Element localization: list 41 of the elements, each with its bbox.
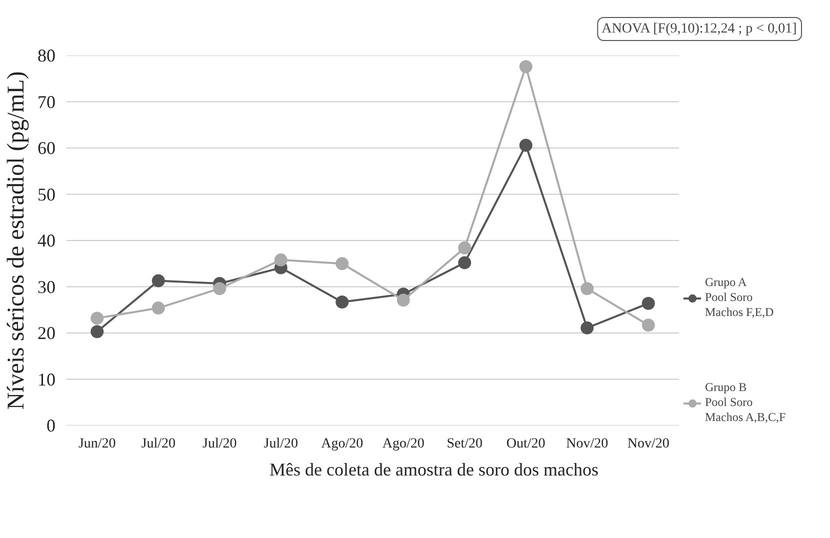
y-tick-label: 50 (38, 184, 56, 204)
x-tick-label: Nov/20 (627, 436, 670, 452)
y-tick-label: 80 (38, 46, 56, 66)
point (458, 241, 472, 254)
x-axis-title: Mês de coleta de amostra de soro dos machos (270, 460, 598, 480)
point (519, 138, 532, 152)
point (396, 294, 410, 307)
point (336, 257, 349, 270)
point (336, 296, 349, 308)
x-tick-label: Jun/20 (78, 436, 116, 452)
point (90, 325, 104, 338)
text: ANOVA [F(9,10):12,24 ; p < 0,01] (602, 22, 797, 36)
y-tick-label: 20 (38, 323, 56, 343)
y-tick-label: 40 (38, 230, 56, 250)
x-tick-label: Out/20 (506, 436, 546, 452)
point (458, 256, 472, 270)
legend-label: Grupo B Pool Soro Machos A,B,C,F (705, 380, 786, 425)
point (213, 282, 226, 296)
x-tick-label: Nov/20 (566, 436, 608, 452)
x-tick-label: Jul/20 (141, 436, 176, 452)
point (274, 253, 288, 266)
point (519, 60, 532, 74)
point (90, 312, 104, 325)
x-tick-label: Set/20 (446, 436, 483, 452)
point (642, 318, 655, 332)
x-tick-label: Jul/20 (264, 436, 298, 452)
x-tick-label: Ago/20 (321, 436, 364, 452)
x-tick-label: Jul/20 (202, 436, 237, 452)
y-axis-title: Níveis séricos de estradiol (pg/mL) (4, 71, 30, 410)
x-tick-label: Ago/20 (382, 436, 424, 452)
point (580, 321, 594, 334)
y-tick-label: 60 (38, 138, 56, 158)
y-tick-label: 30 (38, 276, 56, 297)
point (580, 282, 594, 296)
point (642, 296, 655, 310)
legend-label: Grupo A Pool Soro Machos F,E,D (705, 275, 774, 320)
y-tick-label: 10 (38, 369, 56, 390)
y-tick-label: 70 (38, 92, 56, 112)
y-tick-label: 0 (46, 416, 56, 436)
point (152, 274, 165, 288)
point (152, 302, 165, 315)
